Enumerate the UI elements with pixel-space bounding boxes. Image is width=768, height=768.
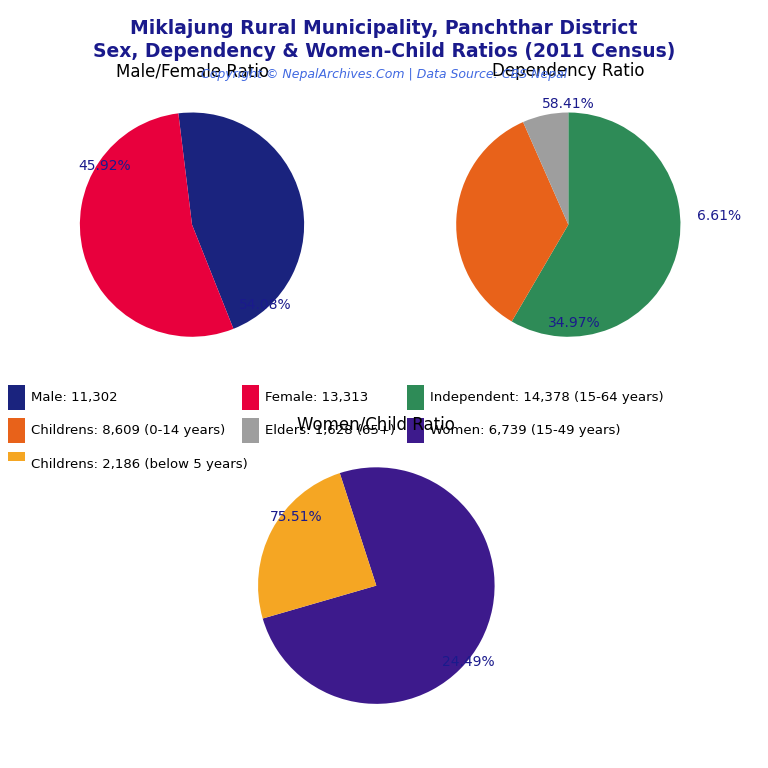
Wedge shape	[511, 112, 680, 336]
Text: 34.97%: 34.97%	[548, 316, 601, 330]
Wedge shape	[263, 468, 495, 703]
Text: Miklajung Rural Municipality, Panchthar District: Miklajung Rural Municipality, Panchthar …	[131, 19, 637, 38]
Wedge shape	[258, 473, 376, 618]
FancyBboxPatch shape	[8, 385, 25, 409]
FancyBboxPatch shape	[8, 452, 25, 477]
FancyBboxPatch shape	[407, 385, 424, 409]
Text: Copyright © NepalArchives.Com | Data Source: CBS Nepal: Copyright © NepalArchives.Com | Data Sou…	[201, 68, 567, 81]
Wedge shape	[456, 122, 568, 322]
Text: Male: 11,302: Male: 11,302	[31, 391, 118, 404]
Text: Independent: 14,378 (15-64 years): Independent: 14,378 (15-64 years)	[430, 391, 664, 404]
Text: Childrens: 8,609 (0-14 years): Childrens: 8,609 (0-14 years)	[31, 424, 225, 437]
Wedge shape	[80, 114, 233, 336]
FancyBboxPatch shape	[242, 385, 259, 409]
FancyBboxPatch shape	[242, 419, 259, 443]
Text: 54.08%: 54.08%	[239, 299, 291, 313]
Title: Dependency Ratio: Dependency Ratio	[492, 62, 644, 80]
Text: 24.49%: 24.49%	[442, 655, 495, 670]
Text: Female: 13,313: Female: 13,313	[265, 391, 368, 404]
Title: Male/Female Ratio: Male/Female Ratio	[115, 62, 269, 80]
Text: Childrens: 2,186 (below 5 years): Childrens: 2,186 (below 5 years)	[31, 458, 247, 471]
Wedge shape	[523, 112, 568, 224]
Text: 45.92%: 45.92%	[78, 159, 131, 174]
Text: Sex, Dependency & Women-Child Ratios (2011 Census): Sex, Dependency & Women-Child Ratios (20…	[93, 42, 675, 61]
Text: 58.41%: 58.41%	[542, 97, 594, 111]
Text: 75.51%: 75.51%	[270, 510, 323, 524]
FancyBboxPatch shape	[407, 419, 424, 443]
Title: Women/Child Ratio: Women/Child Ratio	[297, 415, 455, 433]
FancyBboxPatch shape	[8, 419, 25, 443]
Text: 6.61%: 6.61%	[697, 209, 741, 223]
Wedge shape	[178, 113, 304, 329]
Text: Elders: 1,628 (65+): Elders: 1,628 (65+)	[265, 424, 395, 437]
Text: Women: 6,739 (15-49 years): Women: 6,739 (15-49 years)	[430, 424, 621, 437]
